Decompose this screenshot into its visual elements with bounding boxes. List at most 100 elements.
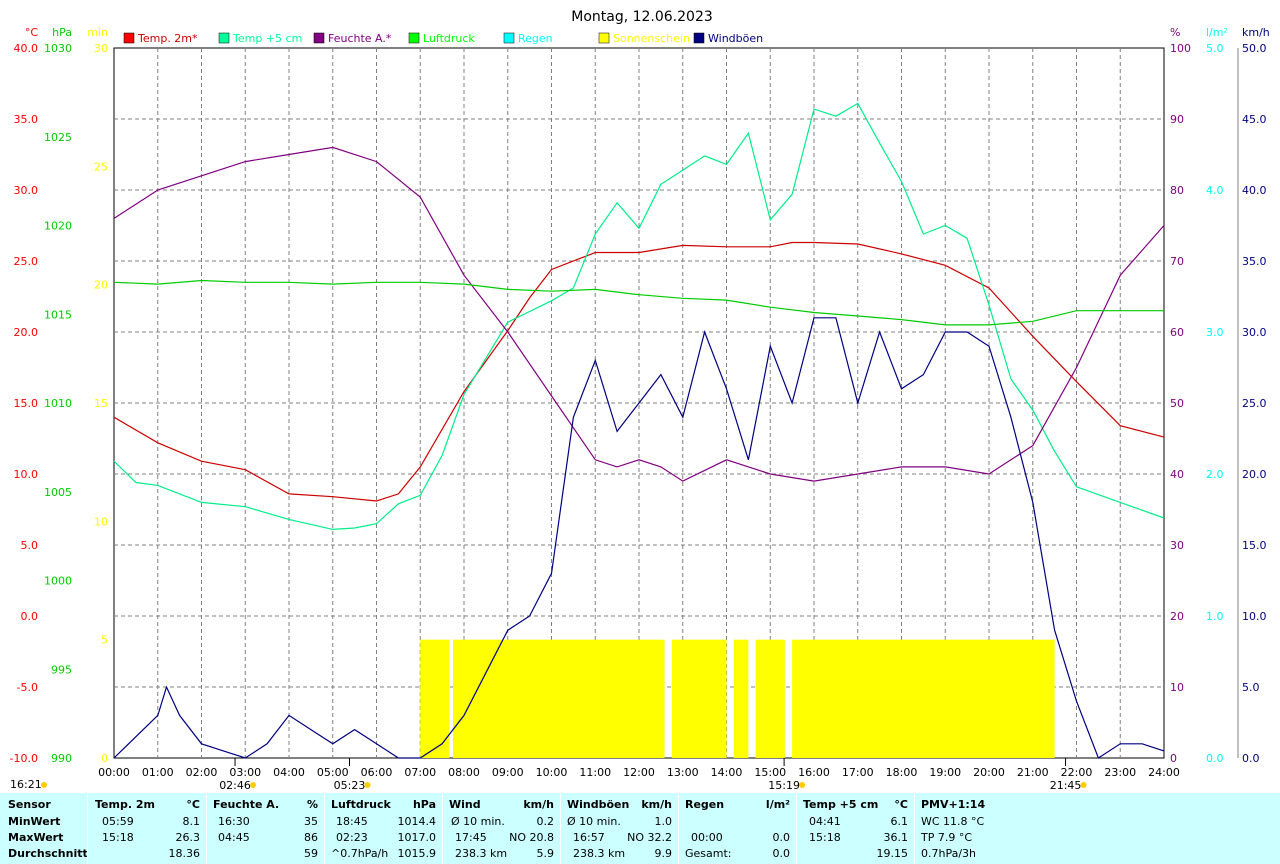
stats-pmv: PMV+1:14 WC 11.8 °C TP 7.9 °C 0.7hPa/3h	[914, 793, 1035, 864]
pressure-max-time: 02:23	[336, 831, 368, 844]
tick-label-sunshine: 10	[94, 515, 108, 528]
x-tick-label: 22:00	[1061, 766, 1093, 779]
pressure-trend: ^0.7hPa/h	[331, 847, 389, 860]
pressure-name: Luftdruck	[331, 798, 391, 811]
x-tick-label: 17:00	[842, 766, 874, 779]
tick-label-humidity: 80	[1170, 184, 1184, 197]
x-tick-label: 05:00	[317, 766, 349, 779]
wind-distance: 238.3 km	[455, 847, 508, 860]
humidity-max-time: 04:45	[218, 831, 250, 844]
gust-distance: 238.3 km	[573, 847, 626, 860]
x-tick-label: 07:00	[404, 766, 436, 779]
temp5cm-max-time: 15:18	[809, 831, 841, 844]
legend-swatch	[123, 32, 135, 44]
stats-rain: Regen l/m² 00:00 0.0 Gesamt: 0.0	[678, 793, 796, 864]
tick-label-wind: 15.0	[1242, 539, 1267, 552]
legend-swatch	[408, 32, 420, 44]
tick-label-temp: -5.0	[17, 681, 38, 694]
x-tick-label: 13:00	[667, 766, 699, 779]
tick-label-wind: 30.0	[1242, 326, 1267, 339]
tick-label-sunshine: 0	[101, 752, 108, 765]
tick-label-humidity: 20	[1170, 610, 1184, 623]
temp2m-unit: °C	[186, 798, 200, 811]
temp2m-avg: 18.36	[168, 847, 201, 860]
x-tick-label: 15:00	[754, 766, 786, 779]
x-tick-label: 08:00	[448, 766, 480, 779]
gust-name: Windböen	[567, 798, 630, 811]
row-label-sensor: Sensor	[8, 798, 51, 811]
tick-label-rain: 0.0	[1206, 752, 1224, 765]
legend-swatch	[218, 32, 230, 44]
tick-label-pressure: 1000	[44, 575, 72, 588]
series-line-1	[113, 102, 1165, 531]
tick-label-temp: 15.0	[14, 397, 39, 410]
marker-label: 21:45	[1050, 779, 1082, 792]
tick-label-humidity: 0	[1170, 752, 1177, 765]
stats-temp5cm: Temp +5 cm °C 04:41 6.1 15:18 36.1 19.15	[796, 793, 914, 864]
x-tick-label: 11:00	[579, 766, 611, 779]
tick-label-humidity: 90	[1170, 113, 1184, 126]
stats-temp2m: Temp. 2m °C 05:59 8.1 15:18 26.3 18.36	[87, 793, 206, 864]
pressure-min-time: 18:45	[336, 815, 368, 828]
gust-min-label: Ø 10 min.	[567, 815, 621, 828]
temp2m-name: Temp. 2m	[95, 798, 155, 811]
sunshine-bar	[453, 639, 665, 758]
tick-label-humidity: 10	[1170, 681, 1184, 694]
stats-humidity: Feuchte A. % 16:30 35 04:45 86 59	[206, 793, 324, 864]
x-tick-label: 16:00	[798, 766, 830, 779]
sun-icon	[1080, 782, 1087, 788]
tick-label-rain: 2.0	[1206, 468, 1224, 481]
x-tick-label: 09:00	[492, 766, 524, 779]
marker-label: 05:23	[334, 779, 366, 792]
humidity-min-time: 16:30	[218, 815, 250, 828]
tick-label-wind: 45.0	[1242, 113, 1267, 126]
wind-min-label: Ø 10 min.	[451, 815, 505, 828]
sunshine-bar	[420, 639, 450, 758]
x-tick-label: 20:00	[973, 766, 1005, 779]
legend-label: Regen	[518, 32, 553, 45]
sunshine-bar	[755, 639, 785, 758]
chart-title: Montag, 12.06.2023	[571, 9, 713, 25]
pmv-name: PMV+1:14	[921, 798, 986, 811]
pressure-min: 1014.4	[397, 815, 437, 828]
sun-icon	[250, 782, 257, 788]
temp2m-min-time: 05:59	[102, 815, 134, 828]
wind-max-time: 17:45	[455, 831, 487, 844]
tick-label-sunshine: 5	[101, 634, 108, 647]
temp5cm-avg: 19.15	[876, 847, 909, 860]
series-line-2	[113, 146, 1165, 482]
rain-total-label: Gesamt:	[685, 847, 732, 860]
tick-label-humidity: 50	[1170, 397, 1184, 410]
x-tick-label: 14:00	[711, 766, 743, 779]
gust-unit: km/h	[641, 798, 672, 811]
tick-label-wind: 35.0	[1242, 255, 1267, 268]
tick-label-temp: -10.0	[10, 752, 38, 765]
gust-max-time: 16:57	[573, 831, 605, 844]
gust-avg: 9.9	[654, 847, 673, 860]
gust-min: 1.0	[654, 815, 673, 828]
series-line-4	[113, 317, 1165, 759]
humidity-unit: %	[306, 798, 318, 811]
legend-swatch	[598, 32, 610, 44]
data-lines	[113, 102, 1165, 759]
tick-label-wind: 0.0	[1242, 752, 1260, 765]
tick-label-rain: 3.0	[1206, 326, 1224, 339]
tick-label-humidity: 70	[1170, 255, 1184, 268]
tick-label-wind: 40.0	[1242, 184, 1267, 197]
corner-time: 16:21	[10, 778, 42, 791]
tick-label-temp: 5.0	[21, 539, 39, 552]
stats-wind: Wind km/h Ø 10 min. 0.2 17:45 NO 20.8 23…	[442, 793, 560, 864]
tick-label-wind: 25.0	[1242, 397, 1267, 410]
sunshine-bar	[733, 639, 749, 758]
tick-label-pressure: 990	[51, 752, 72, 765]
wind-avg: 5.9	[536, 847, 555, 860]
humidity-name: Feuchte A.	[213, 798, 280, 811]
tick-label-humidity: 100	[1170, 42, 1191, 55]
x-tick-label: 18:00	[886, 766, 918, 779]
x-tick-label: 21:00	[1017, 766, 1049, 779]
x-tick-label: 00:00	[98, 766, 130, 779]
temp5cm-min-time: 04:41	[809, 815, 841, 828]
tick-label-temp: 30.0	[14, 184, 39, 197]
tick-label-temp: 40.0	[14, 42, 39, 55]
